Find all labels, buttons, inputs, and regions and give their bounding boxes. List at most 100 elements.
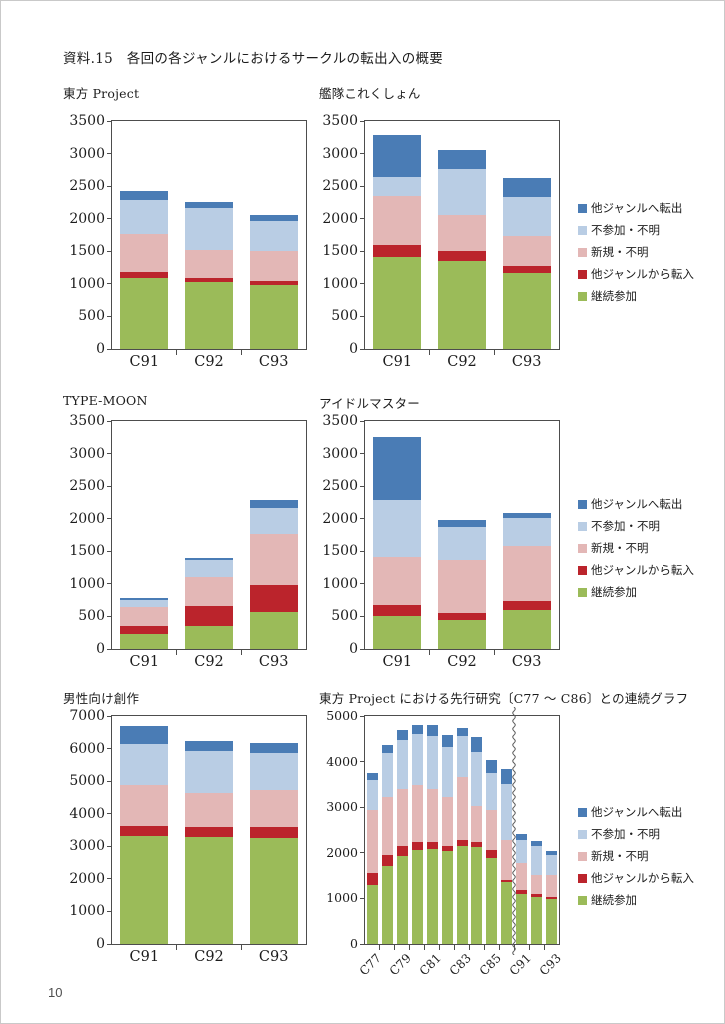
y-tick	[107, 648, 112, 650]
bar-segment	[516, 894, 528, 944]
bar-segment	[531, 841, 543, 846]
bar-segment	[381, 797, 393, 856]
x-axis-label: C91	[129, 354, 160, 370]
y-tick	[360, 185, 365, 187]
y-axis-label: 2000	[322, 210, 358, 227]
legend-swatch	[578, 587, 587, 597]
y-tick	[360, 806, 365, 808]
legend-swatch	[578, 851, 587, 861]
legend-item: 他ジャンルから転入	[578, 559, 720, 581]
bar-segment	[516, 839, 528, 864]
bar-segment	[438, 150, 486, 170]
bar-segment	[185, 202, 233, 209]
legend-item: 継続参加	[578, 889, 720, 911]
chart-plot-toho-project: 0 500 1000 1500 2000 2500 3000 3500 C91 C92 C93	[69, 113, 307, 370]
x-axis-label: C91	[129, 949, 160, 965]
bar-segment	[185, 278, 233, 282]
x-axis-label: C85	[476, 951, 504, 979]
bar-segment	[185, 826, 233, 838]
bar-segment	[373, 500, 422, 557]
x-axis-label: C77	[357, 951, 385, 979]
x-axis-label: C93	[258, 654, 289, 670]
bar-segment	[120, 634, 169, 649]
bar-segment	[502, 197, 551, 237]
legend-item: 他ジャンルから転入	[578, 263, 720, 285]
bar-segment	[516, 863, 528, 891]
x-axis-label: C92	[447, 654, 477, 670]
bar-segment	[120, 835, 169, 944]
chart-title-dansei-muke: 男性向け創作	[63, 691, 140, 706]
y-axis-label: 1000	[69, 275, 105, 292]
legend-swatch	[578, 807, 587, 817]
y-axis-label: 7000	[69, 708, 105, 724]
y-tick	[360, 153, 365, 155]
bar-segment	[441, 797, 453, 846]
bar-segment	[396, 856, 408, 944]
bar-segment	[502, 518, 551, 547]
bar-segment	[185, 559, 233, 577]
y-tick	[360, 453, 365, 455]
y-tick	[107, 453, 112, 455]
bar-segment	[501, 768, 513, 784]
bar-segment	[373, 437, 422, 501]
y-axis-label: 5000	[69, 773, 105, 790]
y-tick	[107, 910, 112, 912]
y-tick	[107, 845, 112, 847]
x-axis-label: C91	[129, 654, 160, 670]
bar-segment	[438, 520, 486, 527]
bar-segment	[120, 626, 169, 635]
y-axis-label: 2500	[69, 478, 105, 495]
chart-title-toho-continuity: 東方 Project における先行研究〔C77 ～ C86〕との連続グラフ	[319, 691, 689, 706]
bar-segment	[249, 284, 298, 349]
bar-segment	[471, 846, 483, 944]
bar-segment	[366, 884, 378, 944]
x-tick	[483, 945, 485, 950]
bar-segment	[456, 846, 468, 944]
y-axis-label: 1500	[322, 543, 358, 560]
y-tick	[360, 648, 365, 650]
y-axis-label: 500	[331, 308, 358, 325]
y-axis-label: 500	[331, 608, 358, 625]
bar-segment	[486, 759, 498, 774]
bar-segment	[381, 855, 393, 866]
legend-label: 継続参加	[591, 585, 637, 599]
bar-segment	[426, 725, 438, 736]
x-axis-label: C91	[382, 354, 413, 370]
bar-segment	[120, 199, 169, 234]
y-axis-label: 4000	[69, 805, 105, 822]
y-tick	[360, 348, 365, 350]
bar-segment	[456, 736, 468, 778]
x-axis-label: C91	[506, 951, 534, 979]
chart-plot-toho-continuity: 0 1000 2000 3000 4000 5000 C77 C79 C81 C83 C85 C91 C…	[326, 707, 563, 978]
bar-segment	[456, 727, 468, 737]
x-tick	[493, 350, 495, 355]
y-tick	[107, 715, 112, 717]
y-axis-label: 1000	[69, 575, 105, 592]
bar-segment	[486, 858, 498, 944]
chart-title-type-moon: TYPE-MOON	[63, 393, 148, 408]
y-axis-label: 3000	[326, 799, 358, 815]
y-axis-label: 500	[78, 308, 105, 325]
x-tick	[240, 350, 242, 355]
bar-segment	[411, 725, 423, 735]
bar-segment	[249, 221, 298, 251]
x-axis-label: C93	[536, 951, 564, 979]
x-axis-label: C93	[511, 654, 542, 670]
legend-label: 他ジャンルから転入	[591, 871, 694, 885]
x-axis-label: C92	[194, 354, 224, 370]
bar-segment	[373, 177, 422, 196]
y-tick	[107, 185, 112, 187]
y-axis-label: 3500	[322, 413, 358, 429]
legend-label: 継続参加	[591, 289, 637, 303]
bar-segment	[249, 611, 298, 649]
y-tick	[360, 518, 365, 520]
bar-segment	[366, 873, 378, 885]
y-axis-label: 3000	[322, 445, 358, 462]
y-tick	[107, 153, 112, 155]
bar-segment	[381, 865, 393, 944]
legend-item: 他ジャンルから転入	[578, 867, 720, 889]
legend-swatch	[578, 873, 587, 883]
bar-segment	[249, 215, 298, 222]
y-axis-label: 2500	[322, 478, 358, 495]
